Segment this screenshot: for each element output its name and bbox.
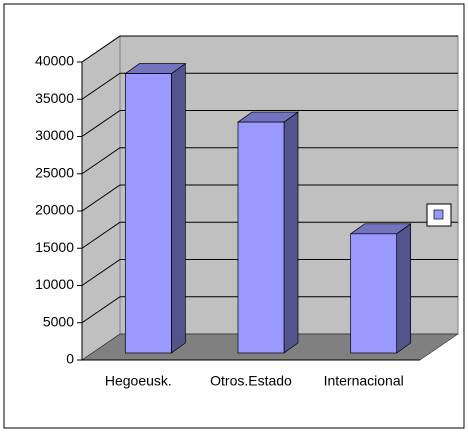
grid-line [81, 110, 458, 137]
y-tick-label: 0 [66, 351, 74, 367]
grid-line [81, 259, 458, 286]
legend-swatch [433, 209, 444, 220]
y-tick-label: 25000 [35, 164, 74, 180]
x-tick-label: Otros.Estado [210, 373, 292, 389]
y-tick-label: 5000 [43, 313, 74, 329]
bar-side [396, 223, 412, 354]
y-tick-label: 35000 [35, 90, 74, 106]
bar [237, 121, 285, 354]
y-tick-label: 30000 [35, 127, 74, 143]
grid-line [81, 147, 458, 175]
y-tick-label: 10000 [35, 276, 74, 292]
y-tick-label: 15000 [35, 239, 74, 255]
bar-side [170, 62, 186, 354]
grid-line [81, 184, 458, 212]
grid-line [81, 35, 458, 63]
x-tick-label: Hegoeusk. [105, 373, 172, 389]
grid-line [81, 296, 458, 324]
x-tick-label: Internacional [324, 373, 404, 389]
grid-line [81, 72, 458, 100]
grid-line [81, 221, 458, 249]
y-tick-label: 40000 [35, 53, 74, 69]
bar [124, 73, 172, 354]
bar [350, 233, 398, 354]
y-tick-label: 20000 [35, 202, 74, 218]
bar-side [283, 111, 299, 354]
